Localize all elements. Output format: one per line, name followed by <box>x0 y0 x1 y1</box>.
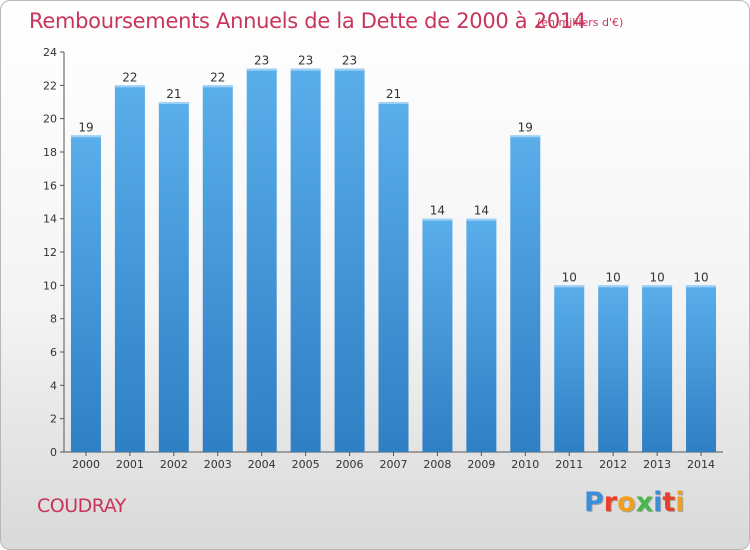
bar <box>466 218 497 452</box>
bar-value-label: 10 <box>562 270 577 284</box>
bar <box>422 218 453 452</box>
x-tick-label: 2002 <box>160 458 188 471</box>
chart-data-labels: 19 22 21 22 23 23 23 21 14 14 19 10 10 10 10 <box>78 54 708 285</box>
y-tick-label: 12 <box>43 246 57 259</box>
bar <box>598 285 629 452</box>
y-tick-label: 8 <box>50 313 57 326</box>
bar <box>554 285 585 452</box>
bar-value-label: 10 <box>649 270 664 284</box>
x-tick-label: 2000 <box>72 458 100 471</box>
bar <box>290 68 321 453</box>
x-tick-label: 2007 <box>380 458 408 471</box>
y-tick-label: 24 <box>43 46 57 59</box>
bar-value-label: 14 <box>474 204 489 218</box>
bar-highlight <box>70 135 101 138</box>
bar <box>158 102 189 452</box>
bar-highlight <box>466 218 497 221</box>
y-tick-label: 18 <box>43 146 57 159</box>
chart-bars <box>70 68 717 453</box>
bar-value-label: 14 <box>430 204 445 218</box>
x-tick-label: 2014 <box>687 458 715 471</box>
x-tick-label: 2008 <box>423 458 451 471</box>
bar-value-label: 22 <box>210 70 225 84</box>
bar-value-label: 21 <box>166 87 181 101</box>
bar-highlight <box>686 285 717 288</box>
bar <box>686 285 717 452</box>
x-tick-label: 2012 <box>599 458 627 471</box>
bar <box>70 135 101 453</box>
bar-value-label: 23 <box>298 54 313 68</box>
bar <box>334 68 365 453</box>
chart-title: Remboursements Annuels de la Dette de 20… <box>29 9 586 33</box>
logo-letter: i <box>675 487 685 518</box>
y-tick-label: 10 <box>43 279 57 292</box>
logo-letter: x <box>635 487 654 518</box>
x-tick-label: 2004 <box>248 458 276 471</box>
bar <box>510 135 541 453</box>
bar <box>114 85 145 452</box>
bar-highlight <box>554 285 585 288</box>
bar-value-label: 19 <box>518 120 533 134</box>
bar-value-label: 21 <box>386 87 401 101</box>
bar-highlight <box>334 68 365 71</box>
bar <box>642 285 673 452</box>
x-tick-label: 2011 <box>555 458 583 471</box>
bar-highlight <box>158 102 189 104</box>
x-tick-label: 2009 <box>467 458 495 471</box>
y-tick-label: 14 <box>43 213 57 226</box>
logo-letter: t <box>662 487 676 518</box>
bar-value-label: 10 <box>606 270 621 284</box>
x-tick-label: 2010 <box>511 458 539 471</box>
logo-letter: o <box>617 487 636 518</box>
x-tick-label: 2003 <box>204 458 232 471</box>
bar-highlight <box>202 85 233 88</box>
bar-highlight <box>246 68 277 71</box>
bar <box>246 68 277 453</box>
bar-value-label: 19 <box>78 120 93 134</box>
y-tick-label: 22 <box>43 79 57 92</box>
bar-highlight <box>290 68 321 71</box>
bar-value-label: 23 <box>342 54 357 68</box>
proxiti-logo: Proxiti <box>584 487 685 518</box>
y-tick-label: 0 <box>50 446 57 459</box>
y-tick-label: 6 <box>50 346 57 359</box>
bar-value-label: 22 <box>122 70 137 84</box>
x-tick-label: 2006 <box>336 458 364 471</box>
y-tick-label: 2 <box>50 413 57 426</box>
y-tick-label: 20 <box>43 113 57 126</box>
y-tick-label: 16 <box>43 179 57 192</box>
bar-highlight <box>422 218 453 221</box>
bar-highlight <box>642 285 673 288</box>
bar <box>378 102 409 452</box>
commune-name: COUDRAY <box>37 495 126 517</box>
logo-letter: i <box>653 487 663 518</box>
logo-letter: P <box>584 487 604 518</box>
y-tick-label: 4 <box>50 379 57 392</box>
chart-subtitle: (en milliers d'€) <box>537 16 624 29</box>
x-tick-label: 2013 <box>643 458 671 471</box>
bar-value-label: 23 <box>254 54 269 68</box>
bar <box>202 85 233 452</box>
x-tick-label: 2001 <box>116 458 144 471</box>
bar-value-label: 10 <box>693 270 708 284</box>
x-tick-label: 2005 <box>292 458 320 471</box>
logo-letter: r <box>603 487 618 518</box>
bar-highlight <box>378 102 409 104</box>
bar-highlight <box>510 135 541 138</box>
bar-highlight <box>114 85 145 88</box>
bar-highlight <box>598 285 629 288</box>
